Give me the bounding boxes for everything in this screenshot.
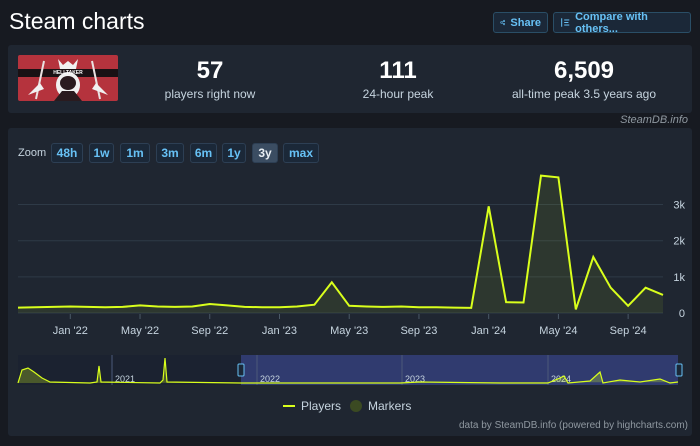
y-tick-label: 1k xyxy=(673,272,685,284)
navigator-year-label: 2023 xyxy=(405,374,425,384)
stat-label: all-time peak 3.5 years ago xyxy=(511,87,657,101)
page-title: Steam charts xyxy=(9,8,145,34)
x-tick-label: Sep '24 xyxy=(610,325,647,337)
game-logo-text: HELLTAKER xyxy=(53,70,83,76)
y-tick-label: 3k xyxy=(673,200,685,212)
navigator-year-label: 2021 xyxy=(115,374,135,384)
stat-24h-peak: 111 24-hour peak xyxy=(348,57,448,102)
legend-marker-swatch xyxy=(350,400,362,412)
series-line-players xyxy=(17,174,664,310)
navigator-year-label: 2024 xyxy=(551,374,571,384)
x-tick-label: May '24 xyxy=(539,325,577,337)
zoom-1w-button[interactable]: 1w xyxy=(89,143,114,163)
legend-markers-label: Markers xyxy=(368,399,412,413)
navigator-series xyxy=(17,357,679,384)
x-tick-label: Sep '23 xyxy=(400,325,437,337)
legend-players[interactable]: Players xyxy=(283,399,341,413)
stat-value: 6,509 xyxy=(553,57,615,84)
steamdb-credit[interactable]: SteamDB.info xyxy=(620,114,688,126)
navigator-year-label: 2022 xyxy=(260,374,280,384)
stat-all-time-peak: 6,509 all-time peak 3.5 years ago xyxy=(504,57,664,102)
x-tick-label: Jan '22 xyxy=(53,325,88,337)
legend-line-swatch xyxy=(283,405,295,407)
stat-value: 57 xyxy=(196,57,224,84)
x-tick-label: Jan '24 xyxy=(471,325,506,337)
share-label: Share xyxy=(510,16,541,29)
legend-players-label: Players xyxy=(301,399,342,413)
compare-label: Compare with others... xyxy=(575,10,648,35)
x-tick-label: May '22 xyxy=(121,325,159,337)
navigator-selection xyxy=(241,355,678,385)
zoom-48h-button[interactable]: 48h xyxy=(51,143,83,163)
zoom-1y-button[interactable]: 1y xyxy=(222,143,246,163)
x-tick-label: May '23 xyxy=(330,325,368,337)
y-tick-label: 0 xyxy=(679,308,685,320)
x-tick-label: Sep '22 xyxy=(191,325,228,337)
compare-icon xyxy=(561,18,570,27)
compare-button[interactable]: Compare with others... xyxy=(553,10,691,35)
game-capsule-image[interactable]: HELLTAKER xyxy=(18,55,118,101)
x-tick-label: Jan '23 xyxy=(262,325,297,337)
navigator-right-handle xyxy=(675,363,683,377)
navigator-left-handle xyxy=(237,363,245,377)
zoom-3m-button[interactable]: 3m xyxy=(156,143,184,163)
zoom-6m-button[interactable]: 6m xyxy=(190,143,217,163)
stat-value: 111 xyxy=(379,57,417,84)
zoom-1m-button[interactable]: 1m xyxy=(120,143,150,163)
stat-label: 24-hour peak xyxy=(362,87,434,101)
stat-current-players: 57 players right now xyxy=(160,57,260,102)
stat-label: players right now xyxy=(164,87,256,101)
zoom-max-button[interactable]: max xyxy=(283,143,319,163)
y-tick-label: 2k xyxy=(673,236,685,248)
zoom-3y-button[interactable]: 3y xyxy=(252,143,278,163)
zoom-label: Zoom xyxy=(18,147,47,159)
legend-markers[interactable]: Markers xyxy=(350,399,411,413)
share-icon xyxy=(500,19,506,26)
stats-panel xyxy=(8,45,692,113)
share-button[interactable]: Share xyxy=(493,12,548,33)
chart-credit[interactable]: data by SteamDB.info (powered by highcha… xyxy=(459,420,688,431)
